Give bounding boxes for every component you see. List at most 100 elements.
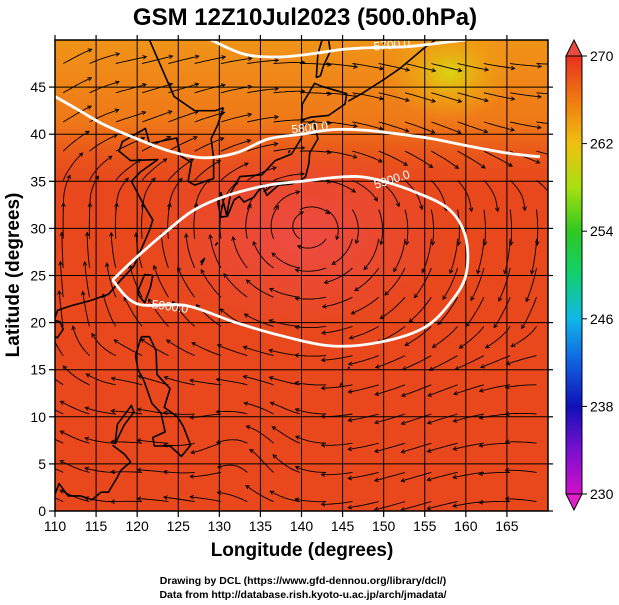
streamline-arrowhead [320,385,326,391]
streamline [62,77,92,94]
streamline [349,326,379,339]
streamline [352,150,383,163]
streamline-arrowhead [374,364,380,369]
streamline [129,264,143,298]
colorbar-bottom-arrow [565,493,583,512]
streamline [504,238,511,274]
streamline-arrowhead [503,269,508,275]
streamline-arrowhead [352,154,358,159]
contour-label: 5800.0 [291,119,329,137]
streamline-arrowhead [167,202,172,208]
streamline [295,435,327,444]
streamline-arrowhead [242,374,248,380]
streamline [536,150,548,155]
coastline [347,40,436,102]
x-tick-label: 165 [495,518,519,534]
streamline-arrowhead [215,409,221,414]
streamline [163,471,195,474]
streamline [244,313,274,327]
credit-line-1: Drawing by DCL (https://www.gfd-dennou.o… [160,575,446,587]
streamline-arrowhead [379,314,385,320]
streamline [247,143,278,152]
streamline [168,55,199,64]
streamline [321,442,353,446]
streamline [453,442,484,450]
streamline-arrowhead [272,166,278,171]
streamline [374,501,406,511]
streamline-arrowhead [378,126,384,131]
streamline [273,61,305,64]
streamline-arrowhead [62,365,68,371]
streamline-arrowhead [470,296,475,302]
streamline-arrowhead [110,439,115,445]
streamline [377,326,406,343]
coastline [137,273,154,304]
streamline [62,152,84,181]
streamline [194,137,224,152]
streamline-arrowhead [208,233,213,239]
coastline [134,335,192,458]
streamline-arrowhead [452,474,458,480]
streamline-arrowhead [168,54,174,60]
streamline [326,150,357,158]
temperature-field-cool-spot [387,40,512,121]
x-tick-label: 155 [413,518,437,534]
streamline [457,209,460,246]
streamline [190,379,222,386]
streamline-arrowhead [162,158,168,163]
colorbar-tick-label: 238 [590,398,614,414]
streamline-arrowhead [247,112,253,118]
streamline [321,384,353,389]
streamline [86,232,90,269]
streamline [483,92,515,100]
streamline-arrowhead [426,505,432,511]
streamline [292,211,304,240]
x-tick-label: 130 [208,518,232,534]
streamline [470,267,485,301]
streamline [141,203,144,239]
streamline-arrowhead [498,296,503,302]
streamline-arrowhead [189,494,195,500]
streamline [164,376,195,386]
streamline-arrowhead [484,344,490,349]
streamline [194,178,211,210]
streamline [247,116,279,123]
streamline [141,83,173,94]
streamline [505,412,537,415]
streamline-arrowhead [87,48,93,53]
streamline-arrowhead [454,164,460,169]
streamline-arrowhead [482,241,488,246]
streamline-arrowhead [480,364,485,369]
streamline-arrowhead [296,244,302,250]
streamline-arrowhead [393,267,398,273]
streamline [123,297,143,327]
streamline [431,92,462,103]
streamline-arrowhead [537,94,542,99]
streamline [217,344,248,357]
streamline [536,63,548,65]
streamline [190,496,222,503]
streamline [378,209,383,245]
colorbar-tick-label: 230 [590,486,614,502]
streamline [348,384,379,393]
streamline-arrowhead [478,443,484,448]
streamline [432,326,458,348]
streamline [521,297,537,329]
streamline-arrowhead [452,446,458,451]
streamline [86,373,116,386]
streamline [295,408,327,415]
streamline [331,238,353,265]
streamline-arrowhead [395,202,401,208]
streamline-arrowhead [115,52,121,57]
streamline [295,267,327,272]
streamline-arrowhead [373,196,378,202]
contour-label: 5700.0 [373,36,411,54]
streamline-arrowhead [110,499,115,504]
streamline-arrowhead [379,240,384,246]
streamline-arrowhead [269,401,275,406]
x-tick-label: 140 [290,518,314,534]
streamline [363,238,380,270]
streamline-arrowhead [431,98,437,103]
streamline [153,265,169,298]
